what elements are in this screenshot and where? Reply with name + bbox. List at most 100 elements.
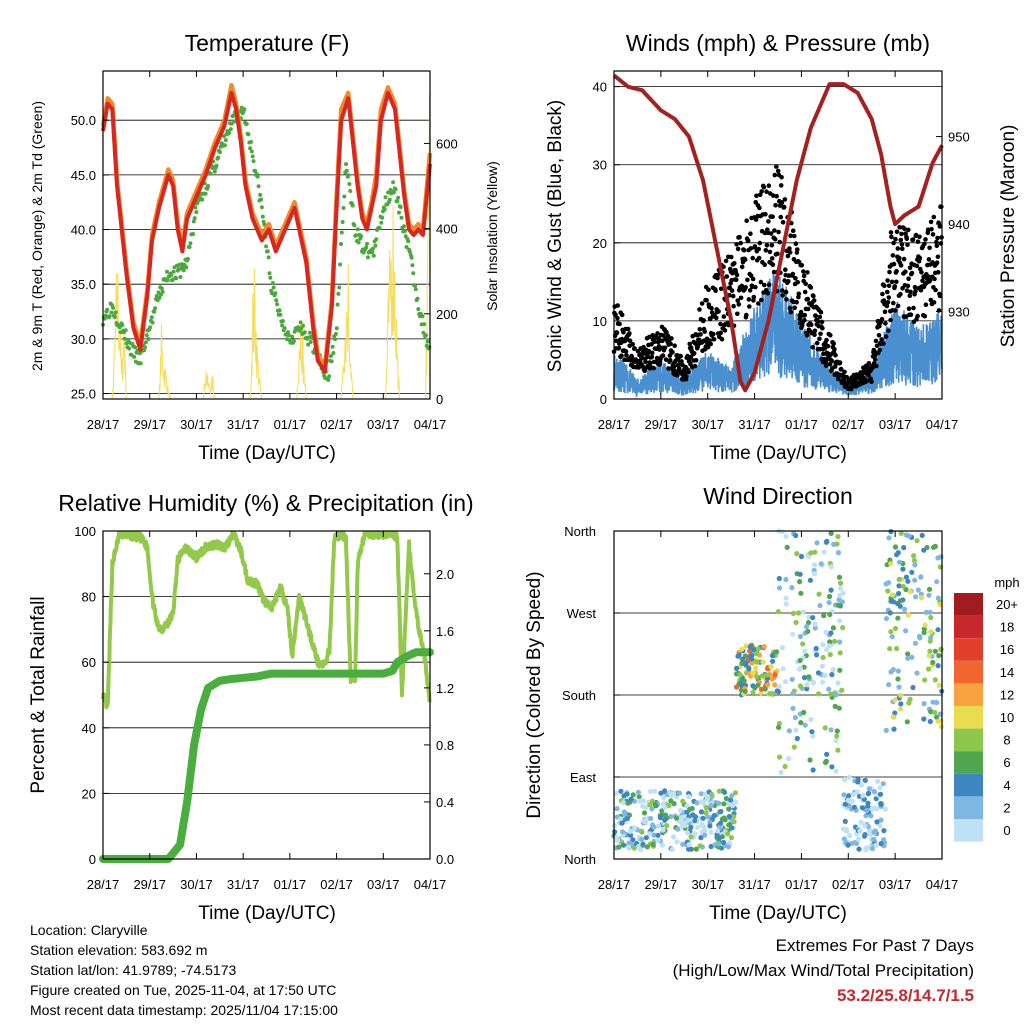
direction-point: [753, 665, 759, 671]
gust-point: [624, 352, 629, 358]
gust-point: [933, 287, 938, 293]
direction-point: [857, 828, 863, 834]
direction-point: [903, 628, 909, 634]
gust-point: [801, 269, 806, 274]
dewpoint-point: [397, 210, 401, 215]
gust-point: [891, 240, 896, 246]
gust-point: [929, 226, 934, 232]
direction-point: [873, 842, 879, 849]
direction-point: [651, 824, 657, 830]
direction-point: [824, 647, 830, 653]
direction-point: [883, 727, 889, 734]
direction-point: [927, 638, 933, 644]
gust-point: [898, 291, 903, 297]
gust-point: [705, 344, 711, 350]
direction-point: [856, 846, 862, 852]
direction-point: [912, 577, 918, 583]
legend-label: 18: [1000, 620, 1014, 635]
gust-point: [905, 283, 911, 289]
dewpoint-point: [187, 245, 192, 249]
direction-point: [793, 532, 799, 539]
humidity-title: Relative Humidity (%) & Precipitation (i…: [58, 490, 473, 516]
dewpoint-point: [228, 127, 233, 132]
gust-point: [765, 290, 770, 296]
legend-label: 0: [1003, 823, 1010, 838]
gust-point: [931, 214, 937, 220]
gust-point: [914, 263, 920, 269]
direction-point: [812, 625, 818, 631]
gust-point: [668, 341, 673, 347]
gust-point: [643, 359, 648, 365]
gust-point: [926, 274, 931, 280]
gust-point: [823, 363, 829, 369]
gust-point: [648, 360, 653, 366]
gust-point: [790, 228, 796, 233]
direction-point: [701, 824, 707, 830]
direction-point: [761, 644, 767, 650]
direction-point: [649, 806, 655, 812]
direction-point: [630, 792, 636, 798]
dewpoint-point: [423, 333, 428, 338]
direction-point: [922, 677, 928, 683]
dewpoint-point: [259, 197, 264, 202]
gust-point: [613, 338, 619, 344]
gust-point: [627, 331, 632, 336]
x-tick-label: 29/17: [645, 877, 678, 892]
gust-point: [913, 288, 918, 294]
direction-point: [728, 797, 734, 803]
gust-point: [820, 325, 825, 331]
direction-point: [765, 682, 771, 688]
temperature-left-axis-label: 2m & 9m T (Red, Orange) & 2m Td (Green): [29, 101, 45, 371]
gust-point: [769, 256, 775, 261]
direction-point: [768, 664, 774, 670]
gust-point: [833, 352, 838, 358]
gust-point: [614, 330, 620, 336]
direction-point: [841, 792, 847, 798]
gust-point: [773, 203, 778, 208]
y-tick-label: 20: [593, 236, 607, 251]
dewpoint-point: [286, 330, 290, 335]
direction-point: [770, 691, 776, 697]
direction-point: [613, 791, 619, 797]
direction-point: [637, 798, 643, 804]
x-tick-label: 04/17: [926, 417, 959, 432]
dewpoint-point: [379, 220, 384, 225]
dewpoint-point: [333, 332, 338, 336]
gust-point: [732, 261, 737, 266]
direction-point: [883, 616, 890, 622]
direction-point: [877, 823, 883, 829]
direction-point: [827, 639, 833, 645]
x-tick-label: 01/17: [785, 417, 818, 432]
dewpoint-point: [425, 339, 430, 344]
direction-point: [833, 738, 839, 744]
dewpoint-point: [411, 271, 416, 276]
direction-point: [671, 801, 677, 807]
dewpoint-point: [193, 205, 198, 210]
gust-point: [802, 289, 808, 295]
direction-point: [934, 699, 940, 706]
direction-point: [833, 692, 839, 698]
direction-point: [627, 828, 633, 834]
direction-point: [822, 725, 828, 731]
direction-point: [616, 844, 622, 850]
dewpoint-point: [271, 285, 276, 290]
direction-point: [750, 689, 756, 696]
dewpoint-point: [192, 216, 197, 221]
gust-point: [697, 327, 703, 332]
direction-point: [754, 674, 760, 680]
direction-point: [740, 656, 746, 662]
direction-point: [834, 541, 840, 547]
gust-point: [801, 273, 807, 279]
gust-point: [883, 321, 888, 326]
direction-point: [794, 551, 800, 557]
legend-swatch: [954, 728, 983, 752]
dewpoint-point: [160, 289, 165, 294]
direction-point: [778, 769, 784, 776]
gust-point: [903, 269, 908, 275]
x-tick-label: 03/17: [367, 417, 400, 432]
humidity-x-axis-label: Time (Day/UTC): [198, 903, 336, 924]
dewpoint-point: [337, 285, 342, 290]
gust-point: [632, 346, 637, 351]
direction-point: [863, 847, 869, 853]
direction-point: [907, 589, 913, 595]
